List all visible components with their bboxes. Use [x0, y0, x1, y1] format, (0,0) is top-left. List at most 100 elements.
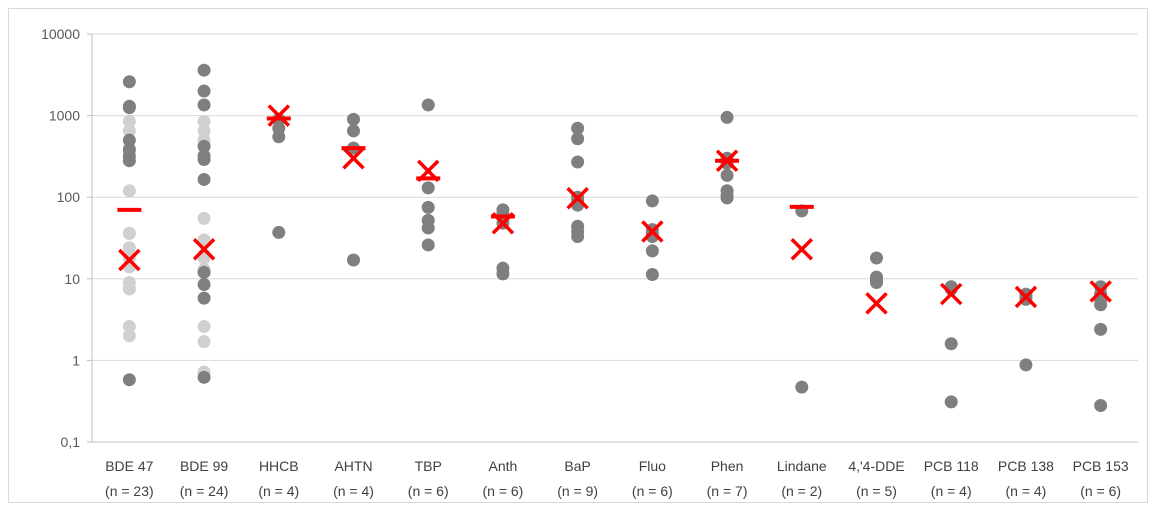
light-data-point	[122, 320, 136, 334]
dark-data-point	[795, 380, 809, 394]
y-tick-label: 10000	[41, 26, 80, 42]
x-category-count: (n = 5)	[856, 483, 897, 499]
dark-data-point	[944, 395, 958, 409]
light-data-point	[122, 124, 136, 138]
dark-data-point	[870, 251, 883, 265]
light-data-point	[122, 184, 136, 198]
dark-data-point	[122, 75, 136, 89]
dark-data-point	[421, 221, 435, 235]
dark-data-point	[421, 181, 435, 195]
dark-data-point	[347, 124, 360, 138]
summary-markers	[117, 104, 1112, 315]
light-data-point	[122, 114, 136, 128]
x-category-count: (n = 6)	[482, 483, 523, 499]
y-tick-label: 100	[57, 189, 81, 205]
dark-data-point	[496, 267, 510, 281]
cross-stroke	[715, 149, 739, 172]
x-category-count: (n = 6)	[632, 483, 673, 499]
dark-data-point	[272, 130, 286, 144]
x-category-label: Fluo	[639, 458, 666, 474]
cross-marker	[566, 187, 589, 210]
gridlines	[92, 33, 1138, 361]
dark-data-point	[272, 225, 286, 239]
y-tick-label: 1	[72, 352, 80, 368]
dark-data-point	[347, 112, 360, 126]
light-data-point	[122, 329, 136, 343]
cross-stroke	[1089, 280, 1112, 303]
cross-stroke	[1014, 285, 1038, 309]
dark-data-point	[197, 278, 211, 292]
cross-stroke	[939, 282, 963, 306]
cross-stroke	[118, 248, 141, 272]
dark-data-point	[421, 200, 435, 214]
light-data-point	[197, 233, 211, 247]
cross-stroke	[416, 159, 440, 183]
dark-data-point	[421, 238, 435, 252]
light-data-point	[122, 241, 136, 255]
dark-data-point	[720, 191, 734, 205]
cross-marker	[192, 238, 216, 261]
y-tick-label: 1000	[49, 108, 80, 124]
x-category-label: BaP	[564, 458, 590, 474]
dark-data-point	[944, 337, 958, 351]
dark-data-point	[421, 98, 435, 112]
x-category-label: AHTN	[334, 458, 372, 474]
dark-data-point	[197, 84, 211, 98]
light-data-point	[197, 320, 211, 334]
dark-data-point	[122, 154, 136, 168]
cross-marker	[1089, 280, 1112, 303]
cross-marker	[641, 220, 664, 243]
light-data-point	[122, 226, 136, 240]
cross-marker	[1014, 285, 1038, 309]
cross-stroke	[491, 211, 515, 235]
cross-stroke	[566, 187, 589, 210]
x-category-label: TBP	[415, 458, 442, 474]
x-category-count: (n = 24)	[180, 483, 229, 499]
dark-data-point	[197, 370, 211, 384]
dark-data-point	[197, 291, 211, 305]
dark-data-point	[645, 194, 659, 208]
dark-data-point	[197, 172, 211, 186]
cross-marker	[342, 147, 365, 170]
x-category-label: PCB 153	[1073, 458, 1129, 474]
x-category-label: Phen	[711, 458, 744, 474]
dark-data-point	[1019, 358, 1033, 372]
cross-marker	[939, 282, 963, 306]
x-category-label: BDE 47	[105, 458, 153, 474]
dark-data-point	[720, 110, 734, 124]
dark-data-point	[571, 121, 585, 135]
dark-data-point	[571, 155, 585, 169]
y-tick-label: 10	[64, 271, 80, 287]
x-category-count: (n = 9)	[557, 483, 598, 499]
x-category-count: (n = 4)	[1005, 483, 1046, 499]
axes	[87, 33, 1138, 443]
dark-data-point	[197, 98, 211, 112]
x-category-label: PCB 138	[998, 458, 1054, 474]
cross-marker	[491, 211, 515, 235]
x-category-label: Lindane	[777, 458, 827, 474]
x-category-label: 4,'4-DDE	[848, 458, 904, 474]
light-data-point	[197, 114, 211, 128]
dark-data-point	[347, 253, 360, 267]
x-category-count: (n = 2)	[781, 483, 822, 499]
dark-data-point	[197, 139, 211, 153]
cross-marker	[267, 104, 291, 127]
x-category-count: (n = 6)	[1080, 483, 1121, 499]
cross-stroke	[267, 104, 291, 127]
dark-data-point	[197, 152, 211, 166]
y-tick-labels: 0,1 1 10 100 1000 10000	[41, 26, 80, 450]
dark-data-point	[571, 132, 585, 146]
light-data-point	[197, 124, 211, 138]
dark-data-point	[122, 133, 136, 147]
light-data-point	[122, 282, 136, 296]
dark-data-point	[1094, 399, 1108, 413]
dark-data-point	[122, 101, 136, 115]
x-category-label: PCB 118	[924, 458, 979, 474]
y-tick-label: 0,1	[61, 434, 81, 450]
light-data-point	[197, 335, 211, 349]
light-data-point	[197, 211, 211, 225]
x-category-labels: BDE 47 (n = 23) BDE 99 (n = 24) HHCB (n = 4) A…	[105, 458, 1129, 499]
cross-marker	[715, 149, 739, 172]
x-category-label: Anth	[489, 458, 518, 474]
